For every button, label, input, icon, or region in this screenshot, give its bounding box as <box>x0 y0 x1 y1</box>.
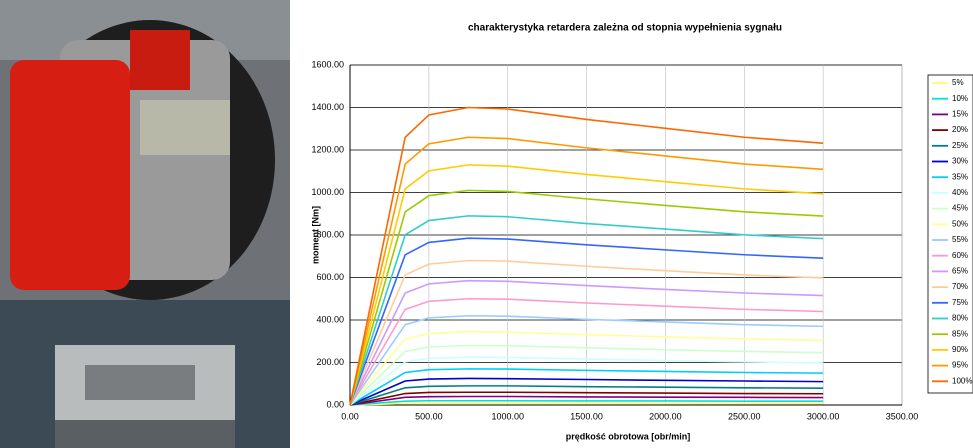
legend-label: 55% <box>952 235 968 244</box>
y-tick-label: 0.00 <box>326 399 344 409</box>
legend-label: 5% <box>952 78 964 87</box>
series-line <box>349 368 824 406</box>
series-line <box>349 164 824 406</box>
photo-connectors <box>55 420 235 448</box>
chart-title: charakterystyka retardera zależna od sto… <box>468 23 782 34</box>
legend-label: 20% <box>952 125 968 134</box>
legend-label: 60% <box>952 251 968 260</box>
series-line <box>349 106 824 406</box>
x-tick-label: 0.00 <box>341 411 359 421</box>
series-line <box>349 297 824 406</box>
series-line <box>349 377 824 406</box>
legend-label: 50% <box>952 219 968 228</box>
photo-caliper <box>10 60 130 290</box>
y-tick-label: 800.00 <box>316 229 344 239</box>
legend-label: 10% <box>952 94 968 103</box>
y-tick-label: 1400.00 <box>311 102 344 112</box>
legend-label: 100% <box>952 376 972 385</box>
x-tick-label: 3000.00 <box>807 411 840 421</box>
photo-caliper-top <box>130 30 190 90</box>
series-line <box>349 215 824 406</box>
legend-label: 65% <box>952 267 968 276</box>
legend-label: 70% <box>952 282 968 291</box>
legend-label: 75% <box>952 298 968 307</box>
photo <box>0 0 290 448</box>
x-tick-label: 1500.00 <box>570 411 603 421</box>
series-line <box>349 356 824 406</box>
y-tick-label: 400.00 <box>316 314 344 324</box>
series-line <box>349 237 824 406</box>
series-line <box>349 399 824 406</box>
x-tick-label: 500.00 <box>415 411 443 421</box>
legend-label: 40% <box>952 188 968 197</box>
y-tick-label: 600.00 <box>316 272 344 282</box>
legend-box <box>927 74 973 394</box>
legend-label: 95% <box>952 361 968 370</box>
y-tick-label: 1000.00 <box>311 187 344 197</box>
photo-heatsink <box>85 365 195 400</box>
photo-plate <box>140 100 230 155</box>
legend-label: 30% <box>952 157 968 166</box>
y-axis-label: moment [Nm] <box>310 206 320 264</box>
legend-label: 35% <box>952 172 968 181</box>
series-line <box>349 344 824 406</box>
x-tick-label: 2500.00 <box>728 411 761 421</box>
series-line <box>349 330 824 406</box>
legend-label: 85% <box>952 329 968 338</box>
x-tick-label: 3500.00 <box>886 411 919 421</box>
series-line <box>349 136 824 406</box>
series-line <box>349 402 824 406</box>
legend-label: 15% <box>952 110 968 119</box>
series-line <box>349 314 824 406</box>
y-tick-label: 1200.00 <box>311 144 344 154</box>
series-line <box>349 391 824 406</box>
x-tick-label: 1000.00 <box>491 411 524 421</box>
series-line <box>349 395 824 406</box>
legend-label: 80% <box>952 314 968 323</box>
legend-label: 45% <box>952 204 968 213</box>
legend-label: 25% <box>952 141 968 150</box>
series-line <box>349 279 824 406</box>
x-tick-label: 2000.00 <box>649 411 682 421</box>
legend-label: 90% <box>952 345 968 354</box>
series-line <box>349 259 824 406</box>
series-line <box>349 189 824 406</box>
x-axis-label: prędkość obrotowa [obr/min] <box>566 431 691 441</box>
y-tick-label: 1600.00 <box>311 59 344 69</box>
y-tick-label: 200.00 <box>316 357 344 367</box>
series-line <box>349 385 824 406</box>
